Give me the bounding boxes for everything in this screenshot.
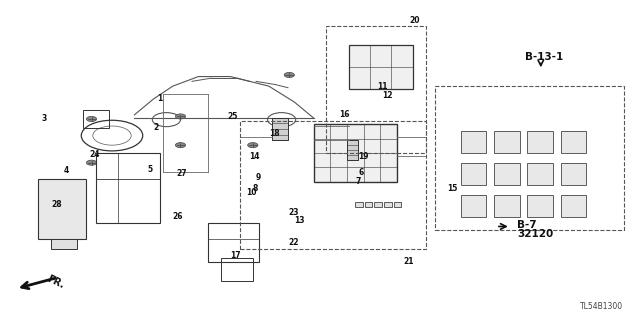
FancyBboxPatch shape bbox=[561, 163, 586, 185]
Text: B-7: B-7 bbox=[517, 220, 537, 230]
FancyBboxPatch shape bbox=[494, 163, 520, 185]
Circle shape bbox=[284, 72, 294, 78]
Text: 8: 8 bbox=[253, 184, 258, 193]
Text: 15: 15 bbox=[447, 184, 457, 193]
Circle shape bbox=[86, 116, 97, 122]
FancyBboxPatch shape bbox=[461, 131, 486, 153]
FancyBboxPatch shape bbox=[527, 163, 553, 185]
FancyBboxPatch shape bbox=[365, 202, 372, 207]
Text: B-13-1: B-13-1 bbox=[525, 52, 563, 63]
Circle shape bbox=[175, 143, 186, 148]
FancyBboxPatch shape bbox=[384, 202, 392, 207]
Text: 2: 2 bbox=[154, 123, 159, 132]
FancyBboxPatch shape bbox=[314, 124, 397, 182]
Text: 9: 9 bbox=[256, 173, 261, 182]
Circle shape bbox=[175, 114, 186, 119]
Text: FR.: FR. bbox=[45, 274, 65, 291]
Text: 16: 16 bbox=[339, 110, 349, 119]
FancyBboxPatch shape bbox=[355, 202, 363, 207]
FancyBboxPatch shape bbox=[349, 45, 413, 89]
FancyBboxPatch shape bbox=[347, 140, 358, 160]
Text: 21: 21 bbox=[403, 257, 413, 266]
Circle shape bbox=[86, 160, 97, 165]
FancyBboxPatch shape bbox=[272, 118, 288, 140]
Text: 27: 27 bbox=[176, 169, 187, 178]
Text: 4: 4 bbox=[64, 166, 69, 175]
Text: 3: 3 bbox=[42, 114, 47, 122]
Text: 11: 11 bbox=[378, 82, 388, 91]
FancyBboxPatch shape bbox=[561, 195, 586, 217]
Text: 23: 23 bbox=[288, 208, 298, 217]
Text: 7: 7 bbox=[355, 177, 360, 186]
FancyBboxPatch shape bbox=[38, 179, 86, 239]
Text: 12: 12 bbox=[382, 91, 392, 100]
Text: TL54B1300: TL54B1300 bbox=[580, 302, 623, 311]
FancyBboxPatch shape bbox=[527, 131, 553, 153]
FancyBboxPatch shape bbox=[374, 202, 382, 207]
Text: 1: 1 bbox=[157, 94, 162, 103]
Text: 13: 13 bbox=[294, 216, 305, 225]
Text: 19: 19 bbox=[358, 152, 369, 161]
Text: 22: 22 bbox=[288, 238, 298, 247]
FancyBboxPatch shape bbox=[494, 131, 520, 153]
Text: 5: 5 bbox=[147, 165, 152, 174]
FancyBboxPatch shape bbox=[51, 239, 77, 249]
FancyBboxPatch shape bbox=[461, 195, 486, 217]
FancyBboxPatch shape bbox=[494, 195, 520, 217]
FancyBboxPatch shape bbox=[561, 131, 586, 153]
FancyBboxPatch shape bbox=[394, 202, 401, 207]
Text: 18: 18 bbox=[269, 130, 280, 138]
Text: 32120: 32120 bbox=[517, 229, 554, 240]
Text: 24: 24 bbox=[90, 150, 100, 159]
Text: 26: 26 bbox=[173, 212, 183, 221]
Text: 28: 28 bbox=[51, 200, 62, 209]
Text: 10: 10 bbox=[246, 188, 257, 197]
Circle shape bbox=[248, 143, 258, 148]
Text: 25: 25 bbox=[227, 112, 237, 121]
Text: 6: 6 bbox=[358, 168, 364, 177]
Text: 17: 17 bbox=[230, 251, 241, 260]
Text: 20: 20 bbox=[410, 16, 420, 25]
Text: 14: 14 bbox=[250, 152, 260, 161]
FancyBboxPatch shape bbox=[527, 195, 553, 217]
FancyBboxPatch shape bbox=[461, 163, 486, 185]
